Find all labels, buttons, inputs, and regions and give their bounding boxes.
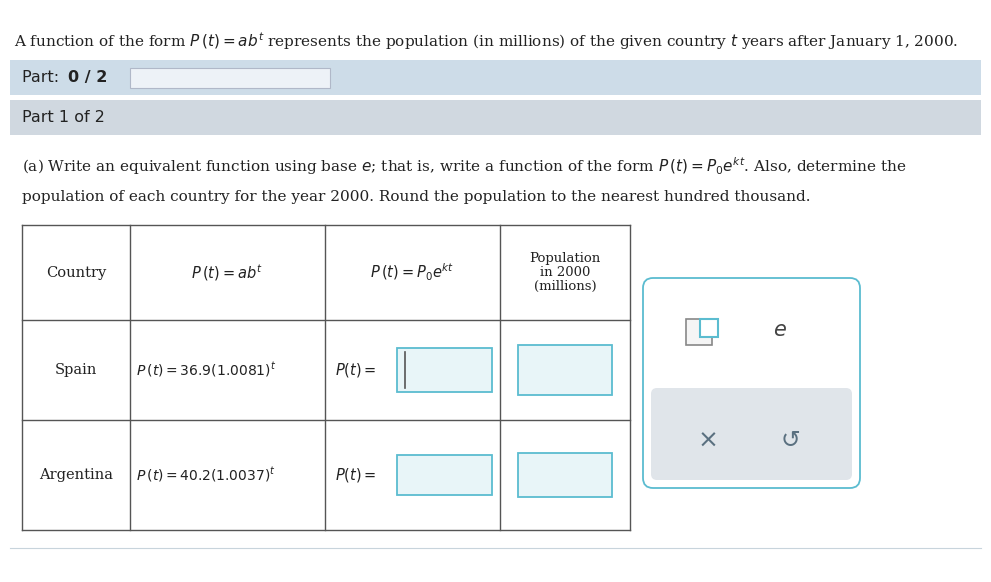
- Text: Country: Country: [46, 265, 106, 279]
- Text: Part 1 of 2: Part 1 of 2: [22, 110, 105, 125]
- FancyBboxPatch shape: [518, 453, 612, 497]
- Text: (millions): (millions): [534, 280, 597, 293]
- Text: Spain: Spain: [55, 363, 97, 377]
- Text: A function of the form $P\,(t)=ab^t$ represents the population (in millions) of : A function of the form $P\,(t)=ab^t$ rep…: [14, 30, 958, 52]
- Text: 0 / 2: 0 / 2: [68, 70, 107, 85]
- Text: Argentina: Argentina: [39, 468, 113, 482]
- Text: $P\,(t)=40.2(1.0037)^t$: $P\,(t)=40.2(1.0037)^t$: [136, 466, 275, 484]
- Text: $P(t)=$: $P(t)=$: [335, 466, 377, 484]
- Text: $e$: $e$: [773, 321, 787, 340]
- FancyBboxPatch shape: [10, 100, 981, 135]
- Text: ×: ×: [698, 428, 718, 452]
- FancyBboxPatch shape: [686, 318, 712, 345]
- FancyBboxPatch shape: [397, 455, 492, 495]
- Text: Population: Population: [529, 252, 601, 265]
- FancyBboxPatch shape: [700, 318, 717, 336]
- Text: $P(t)=$: $P(t)=$: [335, 361, 377, 379]
- Text: $P\,(t)=36.9(1.0081)^t$: $P\,(t)=36.9(1.0081)^t$: [136, 361, 276, 379]
- Text: $P\,(t)=ab^t$: $P\,(t)=ab^t$: [191, 262, 264, 283]
- Text: in 2000: in 2000: [540, 266, 591, 279]
- FancyBboxPatch shape: [10, 60, 981, 95]
- Text: (a) Write an equivalent function using base $e$; that is, write a function of th: (a) Write an equivalent function using b…: [22, 155, 907, 177]
- FancyBboxPatch shape: [397, 348, 492, 392]
- Text: $P\,(t)=P_0e^{kt}$: $P\,(t)=P_0e^{kt}$: [371, 262, 455, 283]
- FancyBboxPatch shape: [651, 388, 852, 480]
- FancyBboxPatch shape: [643, 278, 860, 488]
- FancyBboxPatch shape: [130, 68, 330, 87]
- FancyBboxPatch shape: [518, 345, 612, 395]
- Text: ↺: ↺: [781, 428, 801, 452]
- Text: Part:: Part:: [22, 70, 64, 85]
- Text: population of each country for the year 2000. Round the population to the neares: population of each country for the year …: [22, 190, 811, 204]
